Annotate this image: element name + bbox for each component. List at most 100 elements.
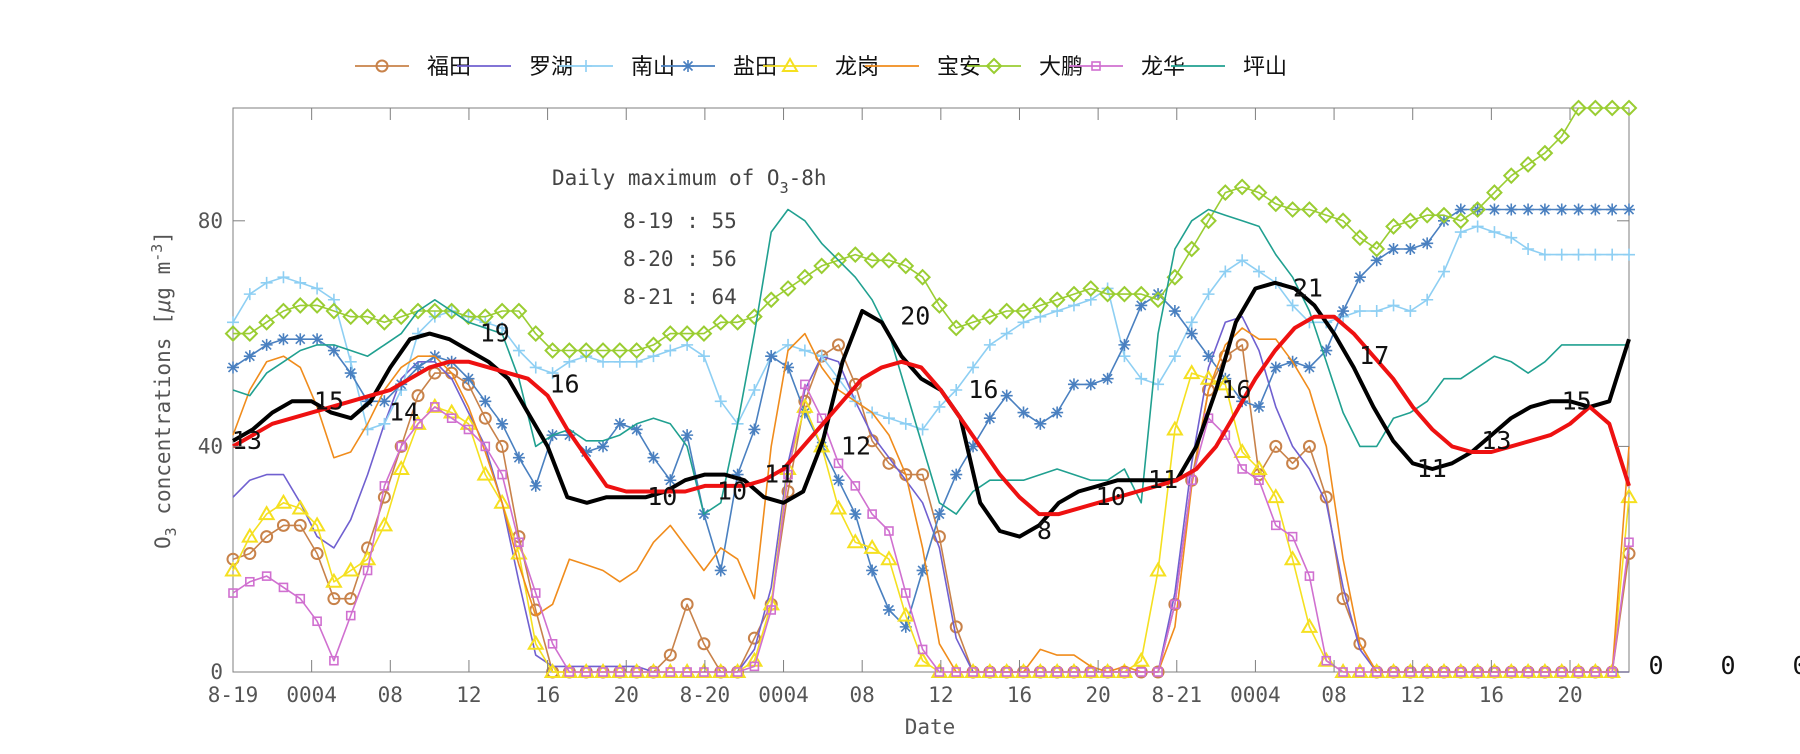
series-7-point-19: [547, 638, 558, 649]
series-3-point-82: [1606, 203, 1619, 216]
point-label-14: 16: [1221, 375, 1251, 404]
series-2-point-2: [260, 276, 273, 289]
series-7-point-69: [1388, 667, 1399, 677]
series-6-point-49: [1048, 291, 1066, 309]
series-7-point-50: [1069, 667, 1079, 677]
series-7-point-60: [1237, 464, 1247, 474]
series-4-point-38: [863, 538, 881, 554]
series-4-point-40: [897, 606, 915, 622]
series-7-point-37: [850, 481, 861, 491]
point-label-1: 15: [314, 386, 344, 415]
series-7-point-78: [1540, 667, 1550, 677]
series-4-point-18: [527, 634, 545, 650]
annotation-line-1: 8-19 : 55: [623, 209, 737, 233]
series-4-point-7: [341, 561, 360, 577]
series-layer: [224, 99, 1638, 679]
series-7-point-70: [1405, 667, 1416, 677]
x-tick-label-11: 20: [1085, 683, 1110, 707]
series-4-point-10: [392, 459, 410, 475]
series-7-point-22: [598, 667, 608, 677]
point-label-5: 10: [647, 482, 677, 511]
series-3-point-36: [832, 474, 845, 487]
series-4-point-1: [241, 527, 259, 543]
series-3-point-5: [311, 333, 324, 346]
series-0-point-42: [932, 530, 946, 544]
series-6-point-6: [325, 302, 343, 320]
series-6-point-7: [342, 308, 360, 326]
series-2-point-83: [1623, 248, 1635, 261]
series-7-point-61: [1254, 475, 1264, 486]
series-1: [232, 315, 1629, 673]
series-6-point-8: [359, 308, 376, 326]
series-2-point-78: [1538, 248, 1551, 261]
series-7-point-45: [985, 667, 995, 677]
legend-swatch-marker-7: [1091, 61, 1101, 71]
series-4-point-5: [308, 516, 326, 532]
legend-item-5: 宝安: [865, 55, 981, 80]
series-6-point-76: [1502, 167, 1520, 185]
series-7-point-42: [934, 667, 945, 677]
series-7-point-9: [379, 481, 390, 491]
x-tick-label-5: 20: [614, 683, 639, 707]
legend-item-7: 龙华: [1069, 55, 1185, 80]
series-3-point-83: [1623, 203, 1635, 216]
series-0-point-63: [1286, 456, 1300, 470]
x-tick-label-12: 8-21: [1151, 683, 1202, 707]
series-6-point-25: [645, 336, 662, 354]
series-4-point-56: [1166, 420, 1184, 436]
series-2-point-82: [1606, 248, 1619, 261]
series-7-point-27: [682, 667, 692, 677]
series-7-point-65: [1321, 655, 1332, 666]
series-6-point-30: [729, 313, 746, 331]
series-2-point-61: [1252, 265, 1265, 278]
series-3: [227, 203, 1635, 633]
legend-swatch-marker-0: [375, 59, 389, 73]
series-3-point-8: [361, 395, 374, 408]
series-2-point-77: [1522, 243, 1535, 255]
series-6-point-41: [914, 268, 932, 286]
series-4-point-57: [1182, 364, 1201, 380]
series-6-point-75: [1486, 184, 1503, 202]
series-0-point-27: [680, 597, 694, 611]
series-2-point-55: [1152, 378, 1165, 391]
series-7-point-17: [514, 537, 524, 548]
series-2-point-43: [950, 384, 963, 396]
series-3-point-32: [765, 350, 778, 363]
series-6-point-17: [510, 302, 528, 320]
series-3-point-33: [782, 361, 795, 374]
series-2-point-53: [1118, 350, 1131, 363]
series-3-point-43: [950, 468, 963, 481]
series-7-point-36: [833, 458, 844, 469]
series-2-point-7: [344, 355, 357, 368]
series-4-point-2: [257, 505, 276, 521]
series-3-point-45: [983, 412, 996, 425]
series-3-point-48: [1034, 417, 1047, 430]
series-4-point-60: [1233, 443, 1251, 459]
series-6-point-32: [762, 291, 780, 309]
series-7-point-43: [951, 667, 962, 677]
series-3-point-6: [327, 344, 340, 357]
series-6-point-52: [1099, 285, 1117, 303]
series-3-point-61: [1252, 400, 1265, 413]
series-3-point-29: [714, 564, 727, 577]
series-3-point-66: [1337, 305, 1350, 318]
series-6-point-33: [779, 280, 797, 297]
series-3-point-49: [1051, 406, 1064, 419]
series-6-line: [233, 107, 1629, 352]
series-2-point-34: [798, 344, 811, 357]
series-2-point-35: [815, 350, 828, 363]
series-3-point-78: [1538, 203, 1551, 216]
series-4-point-61: [1250, 459, 1268, 475]
annotation-line-3: 8-21 : 64: [623, 285, 737, 309]
right-zero-label-2: 0: [1792, 651, 1800, 680]
point-label-11: 8: [1037, 516, 1052, 545]
series-2-point-68: [1370, 305, 1383, 318]
series-6-point-58: [1200, 212, 1217, 230]
series-6-point-83: [1620, 99, 1638, 117]
series-6-point-34: [796, 268, 814, 286]
series-0-point-16: [495, 439, 509, 453]
series-7-point-30: [732, 667, 743, 677]
series-2-point-29: [714, 395, 727, 408]
series-0-point-33: [781, 485, 795, 499]
legend-swatch-marker-4: [781, 57, 799, 72]
